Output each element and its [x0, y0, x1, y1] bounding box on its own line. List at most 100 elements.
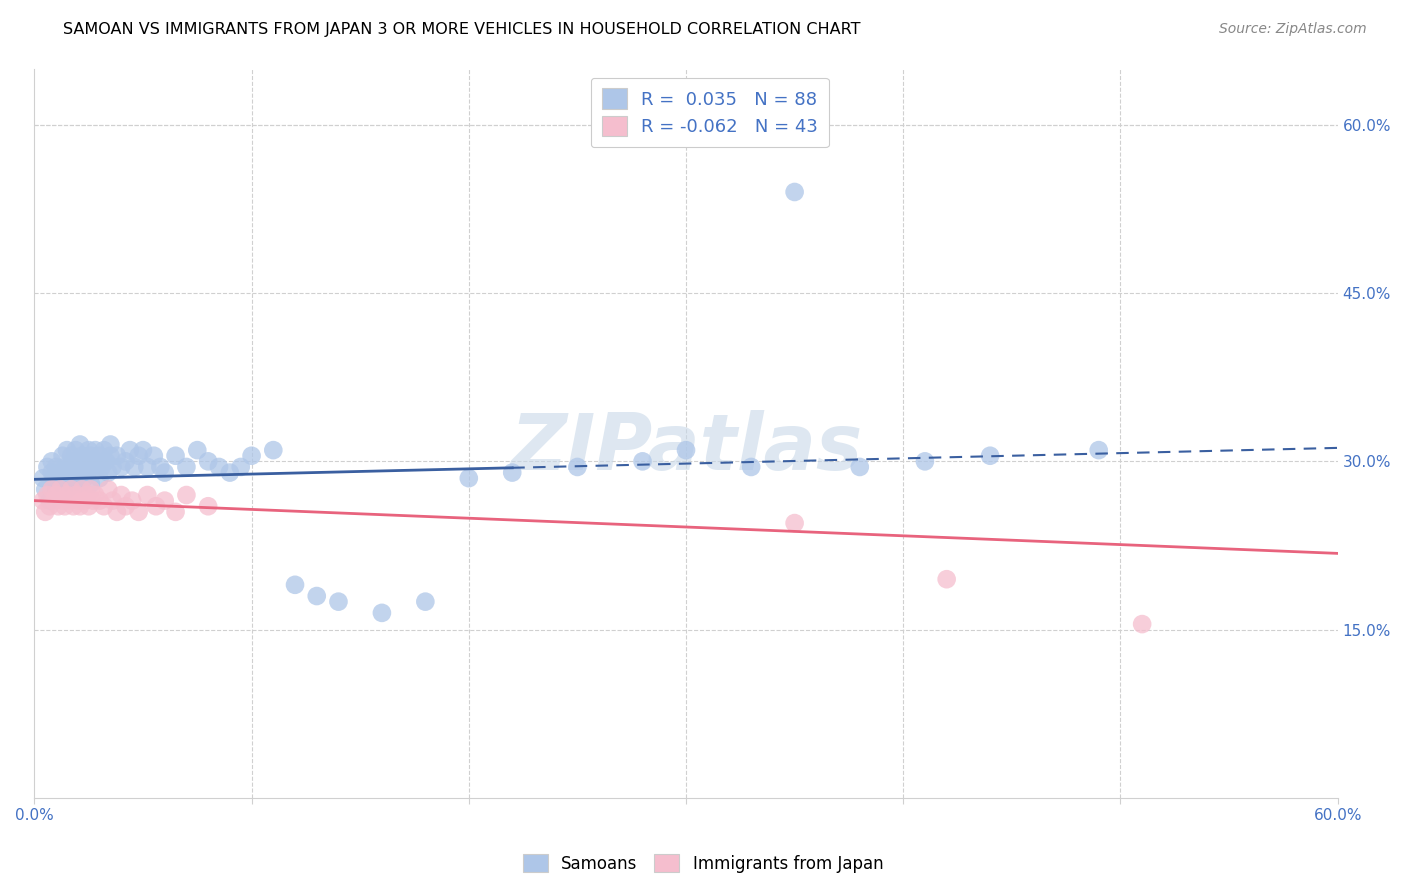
- Point: [186, 443, 208, 458]
- Point: [371, 606, 394, 620]
- Point: [86, 460, 108, 475]
- Point: [783, 516, 806, 530]
- Point: [38, 493, 60, 508]
- Point: [70, 466, 93, 480]
- Point: [56, 483, 79, 497]
- Point: [65, 488, 87, 502]
- Point: [53, 460, 76, 475]
- Point: [32, 471, 55, 485]
- Point: [176, 460, 198, 475]
- Point: [1087, 443, 1109, 458]
- Point: [66, 493, 89, 508]
- Point: [675, 443, 697, 458]
- Point: [153, 493, 176, 508]
- Point: [52, 471, 75, 485]
- Point: [73, 493, 96, 508]
- Point: [149, 460, 172, 475]
- Point: [46, 476, 69, 491]
- Point: [124, 460, 146, 475]
- Point: [114, 500, 136, 514]
- Point: [49, 488, 72, 502]
- Point: [73, 460, 96, 475]
- Point: [46, 500, 69, 514]
- Point: [631, 454, 654, 468]
- Point: [132, 443, 155, 458]
- Point: [101, 460, 124, 475]
- Point: [93, 443, 115, 458]
- Point: [69, 500, 91, 514]
- Point: [84, 488, 107, 502]
- Point: [740, 460, 762, 475]
- Point: [56, 488, 79, 502]
- Point: [84, 454, 107, 468]
- Point: [56, 443, 79, 458]
- Point: [41, 483, 63, 497]
- Point: [62, 500, 84, 514]
- Point: [37, 460, 59, 475]
- Point: [128, 505, 150, 519]
- Point: [80, 449, 103, 463]
- Point: [49, 466, 72, 480]
- Point: [97, 483, 120, 497]
- Point: [42, 471, 65, 485]
- Point: [82, 460, 104, 475]
- Point: [65, 471, 87, 485]
- Point: [41, 454, 63, 468]
- Point: [89, 471, 111, 485]
- Point: [229, 460, 252, 475]
- Point: [49, 483, 72, 497]
- Point: [77, 443, 100, 458]
- Point: [34, 483, 56, 497]
- Point: [501, 466, 523, 480]
- Point: [90, 460, 112, 475]
- Point: [165, 505, 187, 519]
- Point: [153, 466, 176, 480]
- Point: [105, 449, 128, 463]
- Point: [66, 460, 89, 475]
- Point: [89, 449, 111, 463]
- Point: [121, 493, 143, 508]
- Point: [73, 471, 96, 485]
- Legend: Samoans, Immigrants from Japan: Samoans, Immigrants from Japan: [516, 847, 890, 880]
- Point: [53, 500, 76, 514]
- Point: [218, 466, 240, 480]
- Point: [70, 483, 93, 497]
- Point: [935, 572, 957, 586]
- Point: [76, 488, 98, 502]
- Point: [165, 449, 187, 463]
- Point: [37, 488, 59, 502]
- Point: [62, 466, 84, 480]
- Point: [77, 460, 100, 475]
- Point: [114, 454, 136, 468]
- Point: [69, 437, 91, 451]
- Point: [34, 505, 56, 519]
- Point: [32, 493, 55, 508]
- Point: [38, 500, 60, 514]
- Point: [52, 493, 75, 508]
- Point: [80, 476, 103, 491]
- Point: [142, 449, 165, 463]
- Point: [305, 589, 328, 603]
- Point: [94, 454, 117, 468]
- Point: [60, 483, 83, 497]
- Point: [567, 460, 589, 475]
- Point: [262, 443, 284, 458]
- Point: [97, 466, 120, 480]
- Point: [284, 578, 307, 592]
- Point: [60, 471, 83, 485]
- Point: [42, 493, 65, 508]
- Point: [45, 483, 67, 497]
- Point: [914, 454, 936, 468]
- Point: [105, 505, 128, 519]
- Point: [58, 460, 80, 475]
- Point: [100, 449, 122, 463]
- Point: [66, 476, 89, 491]
- Point: [197, 454, 219, 468]
- Point: [136, 488, 159, 502]
- Point: [52, 449, 75, 463]
- Legend: R =  0.035   N = 88, R = -0.062   N = 43: R = 0.035 N = 88, R = -0.062 N = 43: [591, 78, 830, 147]
- Point: [783, 185, 806, 199]
- Point: [128, 449, 150, 463]
- Point: [101, 493, 124, 508]
- Point: [45, 460, 67, 475]
